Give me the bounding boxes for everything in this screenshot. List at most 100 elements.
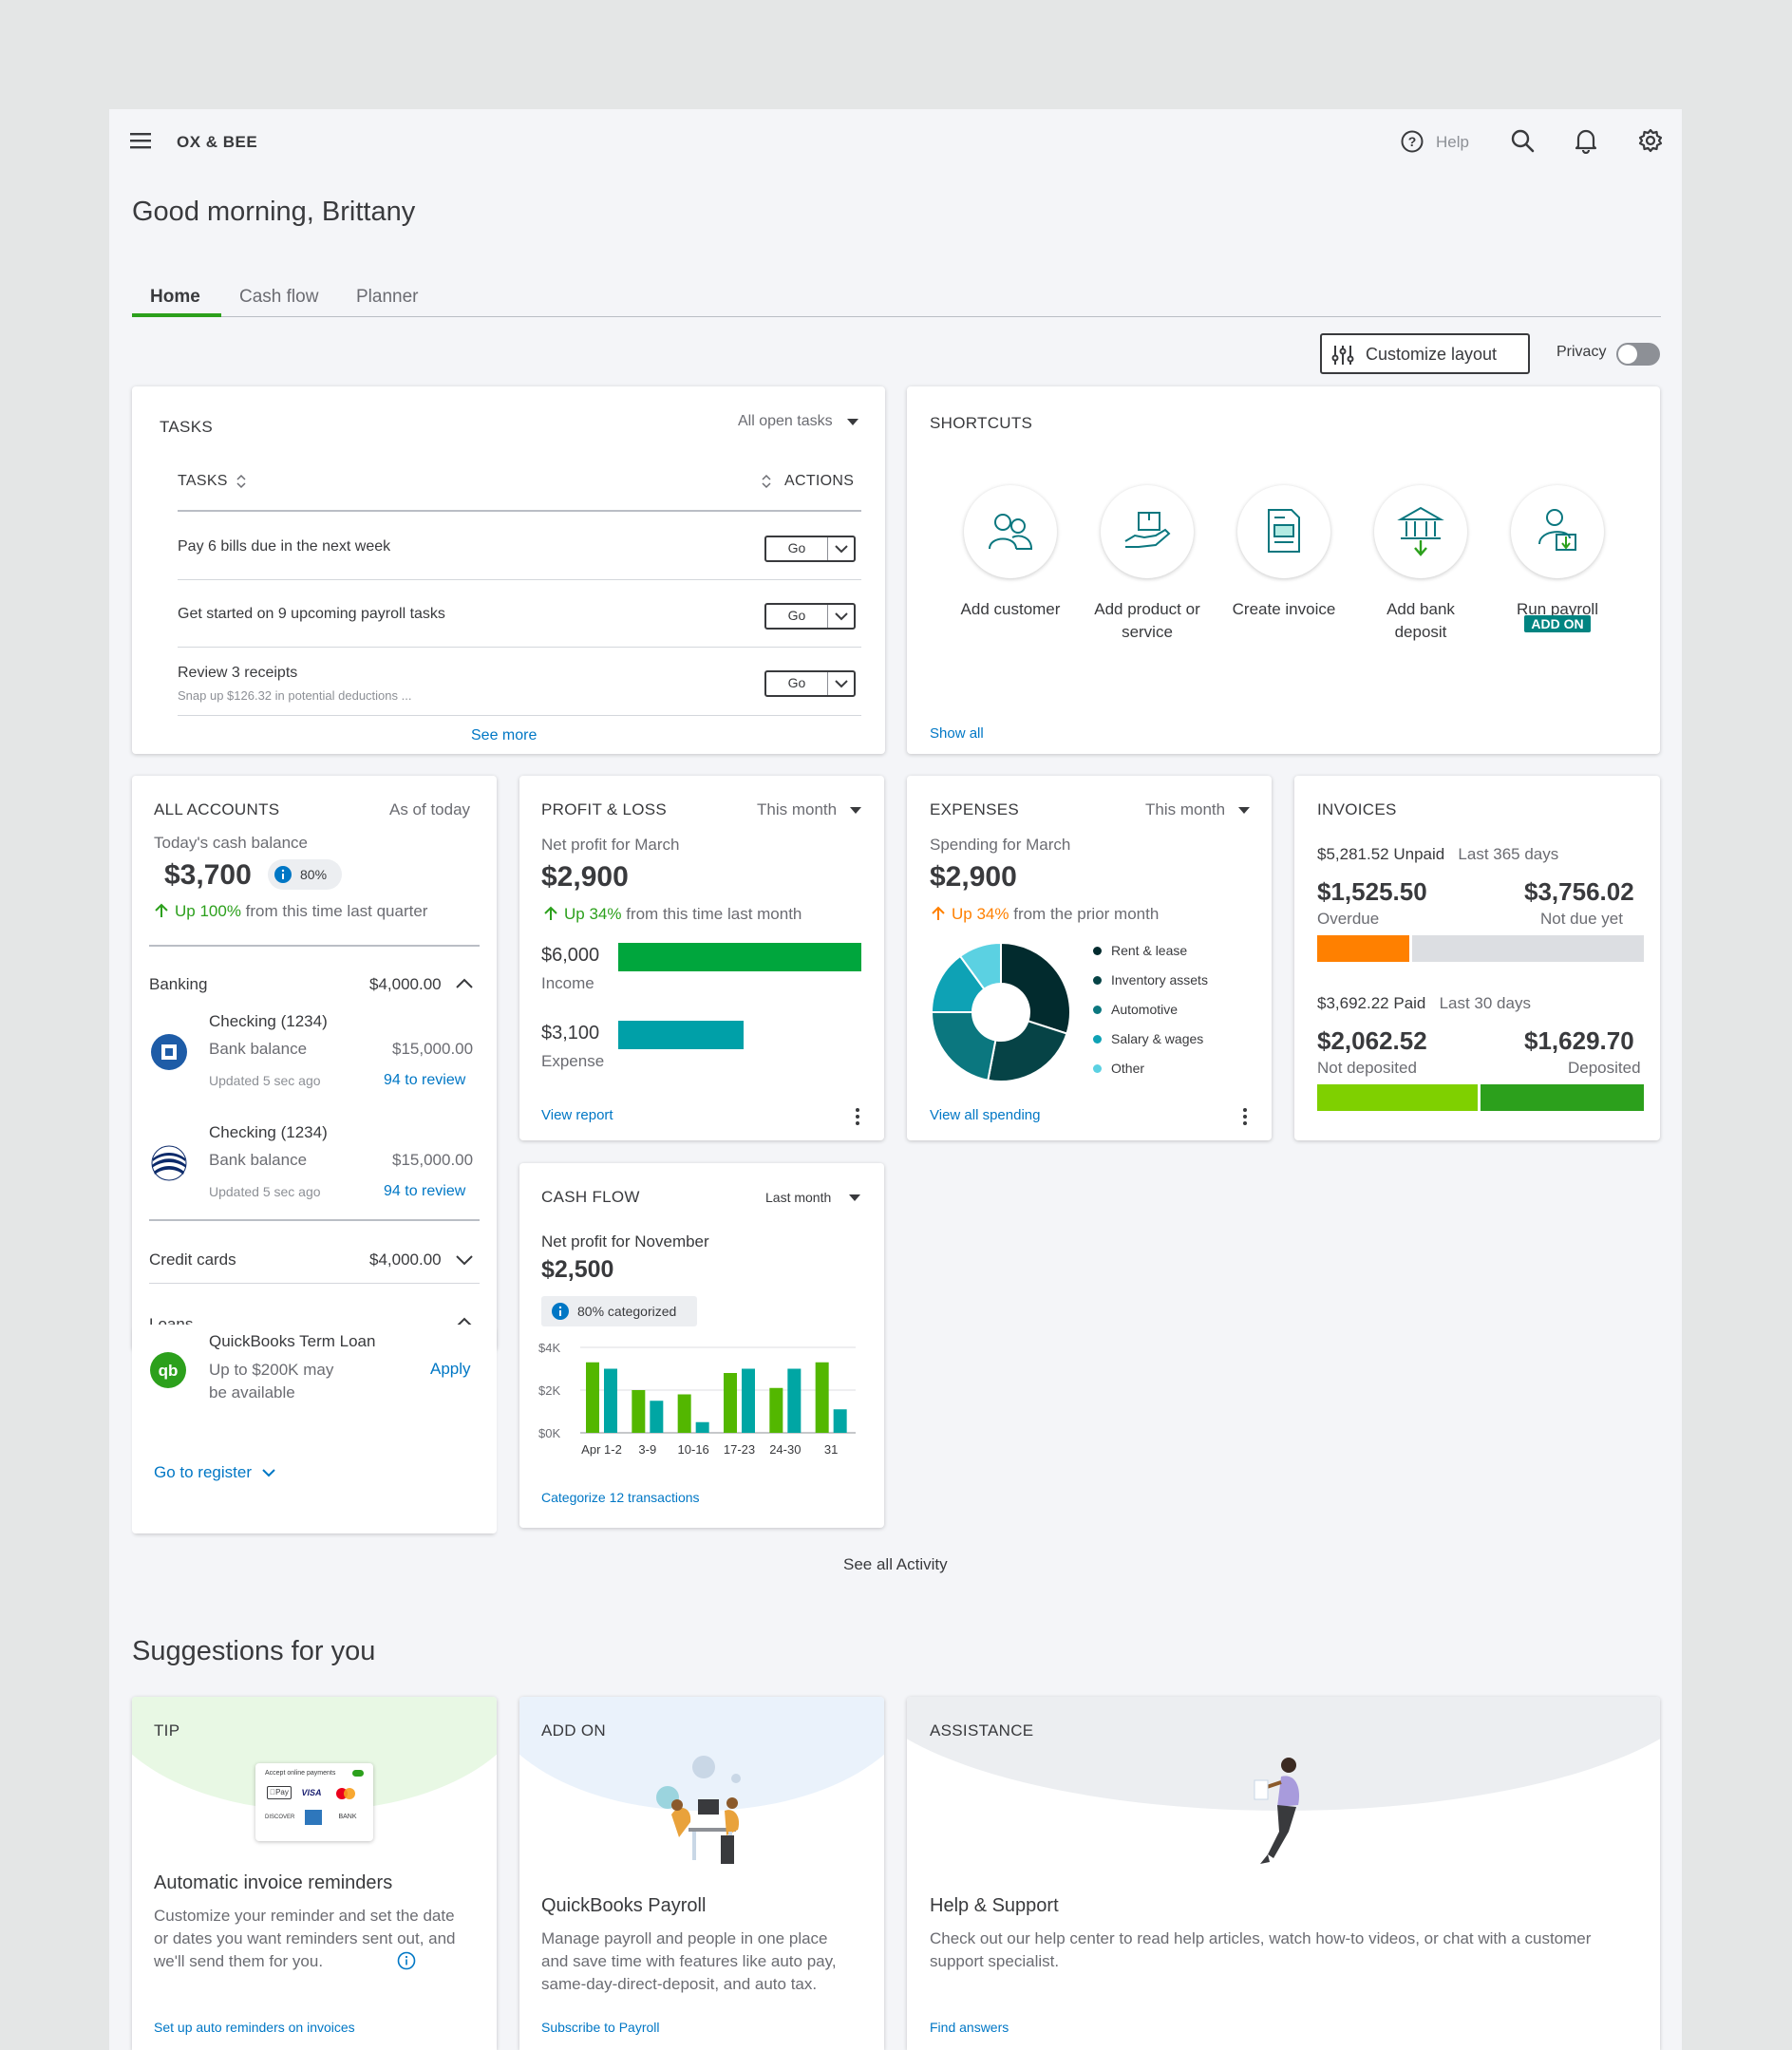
add-bank-deposit-shortcut[interactable]	[1374, 485, 1467, 578]
tab-planner[interactable]: Planner	[356, 287, 419, 307]
bell-icon[interactable]	[1574, 127, 1598, 154]
customers-icon	[987, 509, 1034, 553]
legend-item[interactable]: Other	[1093, 1061, 1144, 1076]
tabs-divider	[132, 316, 1661, 317]
expense-bar[interactable]	[618, 1021, 744, 1049]
cashflow-bar[interactable]	[742, 1368, 755, 1434]
chevron-up-icon[interactable]	[456, 1317, 473, 1328]
suggestion-link[interactable]: Subscribe to Payroll	[541, 2020, 660, 2035]
cashflow-bar[interactable]	[586, 1362, 599, 1433]
pl-period-label: This month	[757, 800, 838, 818]
chevron-down-icon[interactable]	[835, 545, 848, 554]
task-label[interactable]: Get started on 9 upcoming payroll tasks	[178, 606, 445, 622]
unpaid-progress-bar[interactable]	[1317, 935, 1644, 962]
apply-link[interactable]: Apply	[430, 1360, 471, 1378]
donut-slice-1[interactable]	[1000, 941, 1071, 1035]
view-all-spending-link[interactable]: View all spending	[930, 1107, 1041, 1123]
sort-icon[interactable]	[236, 474, 246, 489]
chevron-down-icon[interactable]	[835, 612, 848, 621]
gear-icon[interactable]	[1637, 127, 1664, 154]
go-to-register-link[interactable]: Go to register	[154, 1463, 275, 1482]
see-all-activity-link[interactable]: See all Activity	[843, 1555, 948, 1573]
company-name[interactable]: OX & BEE	[177, 133, 258, 151]
add-customer-shortcut[interactable]	[964, 485, 1057, 578]
sort-icon[interactable]	[762, 474, 771, 489]
customize-layout-button[interactable]: Customize layout	[1320, 333, 1530, 374]
bank-account-name[interactable]: Checking (1234)	[209, 1123, 328, 1141]
expenses-period-label: This month	[1145, 800, 1226, 818]
cash-change: Up 100% from this time last quarter	[175, 902, 428, 920]
tab-cash-flow[interactable]: Cash flow	[239, 287, 319, 307]
paid-summary: $3,692.22 Paid Last 30 days	[1317, 994, 1531, 1012]
cashflow-bar[interactable]	[677, 1394, 691, 1434]
more-options-icon[interactable]	[1243, 1108, 1247, 1128]
expenses-period-dropdown[interactable]: This month	[1145, 800, 1250, 821]
cashflow-period-dropdown[interactable]: Last month	[765, 1188, 860, 1209]
banking-label[interactable]: Banking	[149, 975, 208, 993]
chevron-down-icon[interactable]	[456, 1254, 473, 1266]
overdue-segment[interactable]	[1317, 935, 1412, 962]
bank-balance-value: $15,000.00	[392, 1040, 474, 1058]
suggestion-link[interactable]: Set up auto reminders on invoices	[154, 2020, 355, 2035]
create-invoice-shortcut[interactable]	[1237, 485, 1330, 578]
help-support-card: ASSISTANCE Help & Support Check out our …	[907, 1697, 1660, 2050]
paid-progress-bar[interactable]	[1317, 1084, 1644, 1111]
task-go-button[interactable]: Go	[764, 670, 856, 697]
bank-review-link[interactable]: 94 to review	[384, 1183, 466, 1199]
add-product-shortcut[interactable]	[1101, 485, 1194, 578]
categorize-link[interactable]: Categorize 12 transactions	[541, 1490, 700, 1505]
chevron-up-icon[interactable]	[456, 978, 473, 989]
task-label[interactable]: Review 3 receipts	[178, 665, 298, 681]
legend-item[interactable]: Automotive	[1093, 1002, 1178, 1017]
show-all-link[interactable]: Show all	[930, 725, 984, 742]
donut-slice-5[interactable]	[958, 941, 1002, 991]
accounts-divider	[149, 1283, 480, 1284]
cashflow-bar[interactable]	[787, 1368, 802, 1434]
bank-account-name[interactable]: Checking (1234)	[209, 1012, 328, 1030]
income-bar[interactable]	[618, 943, 861, 971]
task-label[interactable]: Pay 6 bills due in the next week	[178, 538, 391, 555]
invoice-icon	[1266, 508, 1302, 554]
bank-review-link[interactable]: 94 to review	[384, 1072, 466, 1088]
tab-home[interactable]: Home	[150, 287, 200, 307]
donut-slice-2[interactable]	[987, 1020, 1068, 1082]
see-more-link[interactable]: See more	[471, 727, 538, 743]
help-button[interactable]: ? Help	[1401, 128, 1477, 155]
cashflow-bar[interactable]	[769, 1387, 783, 1433]
tasks-filter-label: All open tasks	[738, 413, 833, 429]
spending-value: $2,900	[930, 861, 1017, 893]
tasks-filter-dropdown[interactable]: All open tasks	[738, 413, 861, 436]
hamburger-menu-icon[interactable]	[130, 132, 151, 149]
legend-item[interactable]: Inventory assets	[1093, 972, 1208, 987]
expenses-donut-chart[interactable]	[930, 941, 1072, 1083]
tasks-col-tasks[interactable]: TASKS	[178, 473, 228, 489]
cash-balance-value: $3,700	[164, 859, 252, 891]
pl-period-dropdown[interactable]: This month	[757, 800, 861, 821]
suggestion-link[interactable]: Find answers	[930, 2020, 1009, 2035]
task-go-button[interactable]: Go	[764, 536, 856, 562]
more-options-icon[interactable]	[856, 1108, 859, 1128]
cashflow-bar[interactable]	[604, 1368, 617, 1434]
legend-item[interactable]: Rent & lease	[1093, 943, 1187, 958]
task-go-button[interactable]: Go	[764, 603, 856, 630]
credit-cards-label[interactable]: Credit cards	[149, 1251, 236, 1269]
greeting-heading: Good morning, Brittany	[132, 197, 416, 227]
run-payroll-shortcut[interactable]	[1511, 485, 1604, 578]
cashflow-bar[interactable]	[650, 1401, 664, 1433]
cashflow-bar[interactable]	[695, 1421, 709, 1433]
not-deposited-label: Not deposited	[1317, 1059, 1417, 1077]
cashflow-bar-chart[interactable]: $4K $2K $0K Apr 1-2 3-9 10-16 17-23 24-30 31	[537, 1344, 859, 1473]
cashflow-bar[interactable]	[724, 1373, 737, 1433]
privacy-toggle[interactable]	[1616, 343, 1660, 366]
search-icon[interactable]	[1510, 128, 1535, 153]
legend-item[interactable]: Salary & wages	[1093, 1031, 1203, 1046]
donut-slice-3[interactable]	[930, 1011, 997, 1081]
info-outline-icon[interactable]	[397, 1951, 416, 1970]
cashflow-bar[interactable]	[632, 1390, 646, 1433]
view-report-link[interactable]: View report	[541, 1107, 613, 1123]
x-tick-label: 24-30	[769, 1442, 801, 1457]
cashflow-bar[interactable]	[815, 1362, 829, 1433]
cashflow-bar[interactable]	[833, 1409, 847, 1433]
not-deposited-segment[interactable]	[1317, 1084, 1481, 1111]
chevron-down-icon[interactable]	[835, 680, 848, 688]
